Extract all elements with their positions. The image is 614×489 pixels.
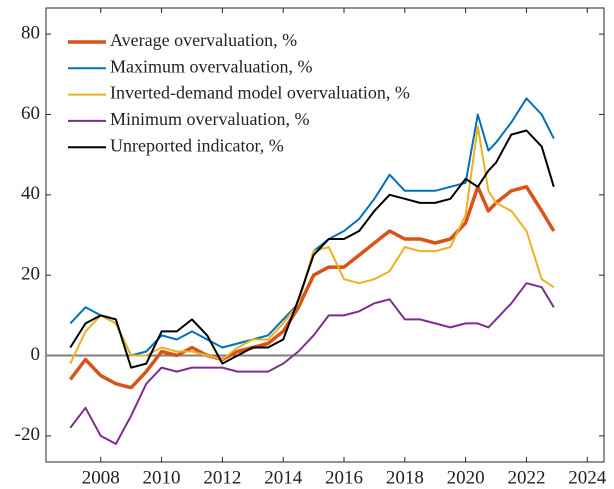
y-tick-label: -20 bbox=[15, 424, 40, 445]
y-tick-label: 40 bbox=[21, 183, 40, 204]
legend-label: Minimum overvaluation, % bbox=[110, 109, 309, 129]
x-tick-label: 2008 bbox=[82, 467, 120, 488]
series-line bbox=[69, 125, 555, 365]
legend-label: Unreported indicator, % bbox=[110, 135, 284, 155]
x-tick-label: 2010 bbox=[143, 467, 181, 488]
plot-area bbox=[45, 7, 605, 463]
legend-label: Average overvaluation, % bbox=[110, 30, 297, 50]
x-tick-label: 2012 bbox=[203, 467, 241, 488]
y-tick-label: 20 bbox=[21, 264, 40, 285]
x-tick-label: 2016 bbox=[325, 467, 363, 488]
x-tick-label: 2024 bbox=[568, 467, 607, 488]
legend-label: Inverted-demand model overvaluation, % bbox=[110, 83, 410, 103]
x-tick-label: 2020 bbox=[447, 467, 485, 488]
x-tick-label: 2022 bbox=[507, 467, 545, 488]
series-line bbox=[68, 185, 556, 390]
legend-label: Maximum overvaluation, % bbox=[110, 56, 312, 76]
y-tick-label: 0 bbox=[31, 344, 41, 365]
series-line bbox=[69, 97, 555, 357]
x-tick-label: 2018 bbox=[386, 467, 424, 488]
series-line bbox=[69, 129, 555, 369]
y-tick-label: 60 bbox=[21, 103, 40, 124]
series-line bbox=[69, 282, 555, 445]
x-tick-label: 2014 bbox=[264, 467, 303, 488]
y-tick-label: 80 bbox=[21, 22, 40, 43]
